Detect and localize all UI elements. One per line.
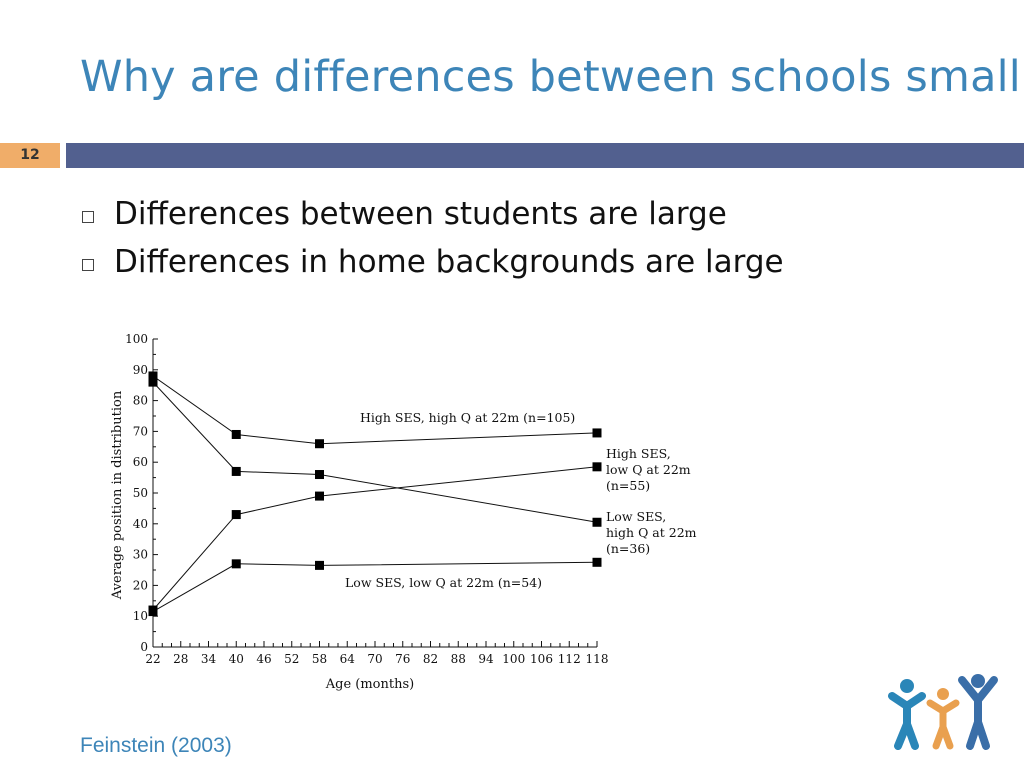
y-axis-label: Average position in distribution bbox=[110, 390, 125, 600]
annotation-low-ses-low-q: Low SES, low Q at 22m (n=54) bbox=[345, 575, 542, 590]
chart-lines bbox=[152, 375, 598, 613]
slide-title: Why are differences between schools smal… bbox=[80, 52, 1024, 102]
bullet-list: Differences between students are large D… bbox=[82, 190, 784, 286]
x-tick-label: 70 bbox=[367, 652, 382, 666]
chart-points bbox=[148, 371, 602, 617]
line-chart: 0 10 20 30 40 50 60 70 80 90 100 22 28 34 40 46 52 58 64 70… bbox=[110, 332, 697, 692]
x-tick-label: 88 bbox=[451, 652, 466, 666]
x-tick-label: 82 bbox=[423, 652, 438, 666]
y-tick-label: 100 bbox=[125, 332, 148, 346]
header-band bbox=[66, 143, 1024, 168]
x-tick-label: 100 bbox=[502, 652, 525, 666]
x-tick-label: 106 bbox=[530, 652, 553, 666]
data-point bbox=[315, 470, 324, 480]
y-tick-label: 0 bbox=[140, 640, 148, 654]
x-tick-label: 76 bbox=[395, 652, 410, 666]
annotation-low-ses-high-q-line2: high Q at 22m bbox=[606, 525, 697, 540]
data-point bbox=[315, 560, 324, 570]
x-tick-label: 46 bbox=[256, 652, 271, 666]
annotation-high-ses-low-q-line3: (n=55) bbox=[606, 478, 650, 493]
bullet-text: Differences between students are large bbox=[114, 196, 727, 232]
chart-axes: 0 10 20 30 40 50 60 70 80 90 100 22 28 34 40 46 52 58 64 70… bbox=[125, 332, 608, 666]
annotation-high-ses-low-q-line1: High SES, bbox=[606, 446, 671, 461]
bullet-item: Differences between students are large bbox=[82, 190, 784, 238]
annotation-low-ses-high-q-line1: Low SES, bbox=[606, 509, 666, 524]
x-tick-label: 58 bbox=[312, 652, 327, 666]
bullet-square-icon bbox=[82, 211, 94, 223]
x-tick-label: 22 bbox=[145, 652, 160, 666]
x-tick-label: 28 bbox=[173, 652, 188, 666]
data-point bbox=[231, 429, 241, 439]
data-point bbox=[592, 517, 602, 527]
data-point bbox=[592, 462, 602, 472]
series-line-2 bbox=[152, 381, 598, 523]
x-axis-label: Age (months) bbox=[325, 677, 414, 692]
x-tick-label: 52 bbox=[284, 652, 299, 666]
y-tick-label: 10 bbox=[133, 609, 148, 623]
data-point bbox=[315, 491, 324, 501]
y-tick-label: 60 bbox=[133, 455, 148, 469]
y-tick-label: 30 bbox=[133, 548, 148, 562]
data-point bbox=[148, 377, 158, 387]
bullet-square-icon bbox=[82, 259, 94, 271]
data-point bbox=[315, 439, 324, 449]
y-tick-label: 70 bbox=[133, 424, 148, 438]
x-tick-label: 112 bbox=[558, 652, 581, 666]
x-tick-label: 40 bbox=[229, 652, 244, 666]
bullet-text: Differences in home backgrounds are larg… bbox=[114, 244, 784, 280]
y-tick-label: 40 bbox=[133, 517, 148, 531]
data-point bbox=[231, 559, 241, 569]
data-point bbox=[148, 371, 158, 381]
y-tick-label: 50 bbox=[133, 486, 148, 500]
annotation-high-ses-low-q-line2: low Q at 22m bbox=[606, 462, 691, 477]
x-tick-label: 94 bbox=[478, 652, 494, 666]
data-point bbox=[231, 510, 241, 520]
series-line-3 bbox=[152, 561, 598, 613]
data-point bbox=[231, 466, 241, 476]
y-tick-label: 20 bbox=[133, 578, 148, 592]
y-tick-label: 80 bbox=[133, 394, 148, 408]
data-point bbox=[148, 607, 158, 617]
series-line-1 bbox=[152, 466, 598, 611]
source-citation: Feinstein (2003) bbox=[80, 734, 232, 757]
annotation-high-ses-high-q: High SES, high Q at 22m (n=105) bbox=[360, 410, 575, 425]
page-number: 12 bbox=[0, 143, 60, 168]
x-tick-label: 34 bbox=[201, 652, 217, 666]
bullet-item: Differences in home backgrounds are larg… bbox=[82, 238, 784, 286]
x-tick-label: 64 bbox=[340, 652, 356, 666]
data-point bbox=[592, 557, 602, 567]
series-line-0 bbox=[152, 375, 598, 445]
annotation-low-ses-high-q-line3: (n=36) bbox=[606, 541, 650, 556]
y-tick-label: 90 bbox=[133, 363, 148, 377]
data-point bbox=[592, 428, 602, 438]
people-family-icon bbox=[888, 674, 998, 750]
x-tick-label: 118 bbox=[586, 652, 609, 666]
